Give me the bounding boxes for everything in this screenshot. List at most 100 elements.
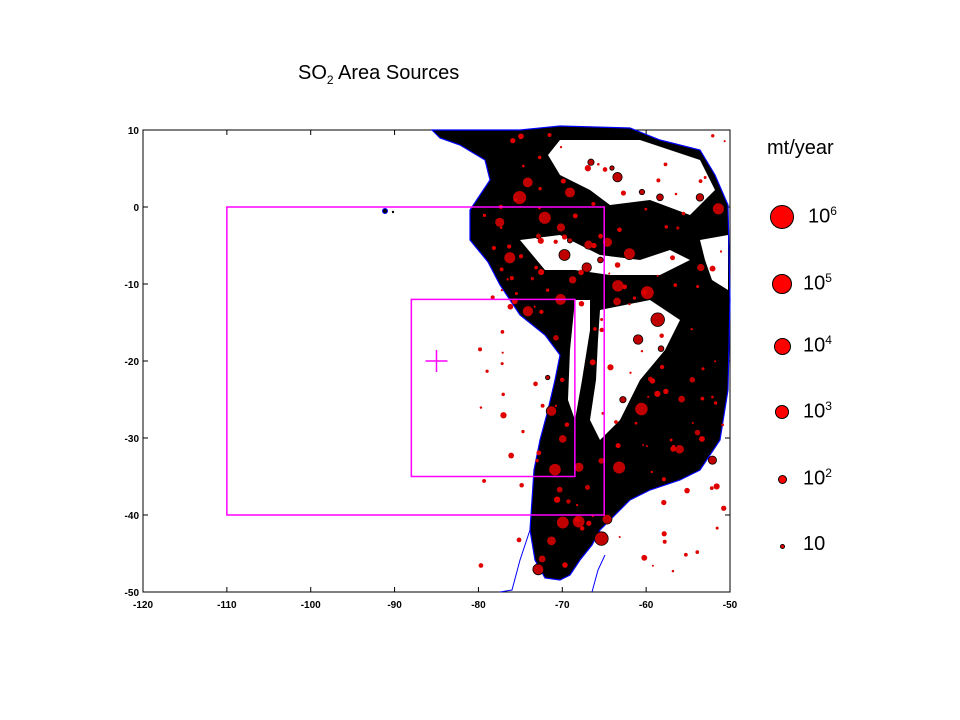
emission-dot <box>600 318 604 322</box>
emission-dot <box>615 443 621 449</box>
emission-dot <box>647 395 650 398</box>
emission-dot <box>632 334 644 345</box>
emission-dot <box>482 213 487 218</box>
emission-dot <box>537 554 547 564</box>
emission-dot <box>712 202 725 216</box>
emission-dot <box>514 291 518 296</box>
emission-dot <box>601 513 613 525</box>
emission-dot <box>602 167 608 172</box>
emission-dot <box>503 251 517 265</box>
legend-label: 103 <box>803 399 832 423</box>
emission-dot <box>612 172 623 183</box>
y-tick-label: -50 <box>125 588 140 599</box>
x-tick-label: -60 <box>639 600 654 611</box>
emission-dot <box>558 434 568 444</box>
legend-label: 106 <box>808 204 837 228</box>
legend-dot <box>773 337 791 355</box>
emission-dot <box>499 226 503 229</box>
emission-dot <box>522 305 534 318</box>
emission-dot <box>565 498 572 505</box>
emission-dot <box>670 445 677 452</box>
galapagos-islands <box>382 208 388 214</box>
emission-dot <box>574 517 580 523</box>
emission-dot <box>533 381 538 387</box>
emission-dot <box>584 484 591 491</box>
emission-dot <box>537 237 544 244</box>
x-tick-label: -90 <box>387 600 402 611</box>
emission-dot <box>723 140 726 143</box>
emission-dot <box>478 563 484 568</box>
emission-dot <box>597 256 604 264</box>
legend-dot <box>777 474 787 484</box>
legend-dot <box>775 405 789 419</box>
emission-dot <box>507 303 514 310</box>
emission-dot <box>519 482 524 488</box>
emission-dot <box>507 244 512 249</box>
outer-domain-box <box>226 206 605 516</box>
emission-dot <box>539 309 544 315</box>
inner-domain-box <box>410 298 576 478</box>
emission-dot <box>537 155 542 160</box>
legend-label: 105 <box>803 271 832 295</box>
emission-dot <box>546 535 557 547</box>
emission-dot <box>614 420 618 424</box>
emission-dot <box>490 295 495 300</box>
emission-dot <box>599 327 604 333</box>
x-tick-label: -80 <box>471 600 486 611</box>
emission-dot <box>534 265 538 270</box>
emission-dot <box>656 178 661 183</box>
emission-dot <box>707 455 717 465</box>
emission-dot <box>614 262 621 268</box>
emission-dot <box>709 486 714 491</box>
emission-dot <box>674 192 678 196</box>
domain-boxes <box>226 206 605 516</box>
emission-dot <box>548 463 562 477</box>
emission-dot <box>566 237 573 244</box>
emission-dot <box>500 362 504 366</box>
emission-dot <box>545 405 558 417</box>
emission-dot <box>619 396 627 404</box>
emission-dot <box>711 134 715 138</box>
emission-dot <box>499 267 504 272</box>
emission-dot <box>715 526 719 530</box>
x-tick-label: -70 <box>555 600 570 611</box>
emission-dots <box>478 133 727 576</box>
emission-dot <box>677 394 686 404</box>
emission-dot <box>500 412 507 419</box>
y-tick-label: 0 <box>133 203 139 214</box>
emission-dot <box>556 222 566 233</box>
emission-dot <box>501 392 505 397</box>
emission-dot <box>545 374 551 381</box>
emission-dot <box>553 496 561 503</box>
legend-dot <box>772 274 792 294</box>
emission-dot <box>656 193 664 202</box>
emission-dot <box>573 461 585 473</box>
emission-dot <box>642 289 648 295</box>
emission-dot <box>554 404 558 407</box>
emission-dot <box>532 563 545 576</box>
emission-dot <box>719 250 723 253</box>
emission-dot <box>634 421 638 425</box>
emission-dot <box>564 186 576 199</box>
emission-dot <box>501 351 504 354</box>
emission-dot <box>659 333 664 338</box>
emission-dot <box>711 395 714 399</box>
emission-dot <box>602 236 613 248</box>
emission-dot <box>696 263 706 272</box>
emission-dot <box>696 285 700 289</box>
emission-dot <box>597 162 600 166</box>
y-tick-label: 10 <box>128 126 140 137</box>
emission-dot <box>598 233 603 239</box>
emission-dot <box>701 367 705 371</box>
emission-dot <box>713 401 718 405</box>
emission-dot <box>537 210 552 225</box>
emission-dot <box>558 249 571 261</box>
emission-dot <box>578 269 584 276</box>
emission-dot <box>538 186 542 191</box>
emission-dot <box>628 302 631 306</box>
legend-label: 102 <box>803 466 832 490</box>
emission-dot <box>674 444 685 455</box>
y-tick-label: -40 <box>125 511 140 522</box>
emission-dot <box>618 535 621 539</box>
emission-dot <box>521 164 525 168</box>
